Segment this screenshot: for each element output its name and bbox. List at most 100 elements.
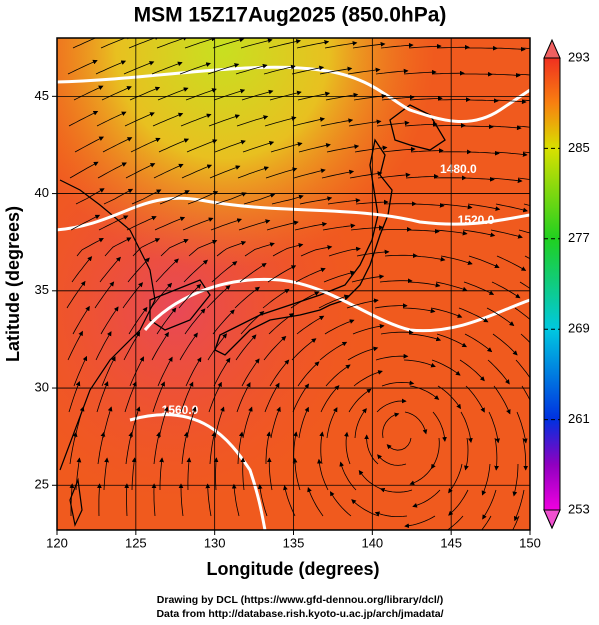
streamline: [214, 140, 246, 153]
streamline: [431, 359, 461, 376]
chart-title: MSM 15Z17Aug2025 (850.0hPa): [134, 4, 447, 27]
streamline: [405, 174, 439, 179]
streamline: [266, 220, 299, 231]
streamline: [265, 431, 271, 464]
streamline: [126, 216, 157, 231]
streamline: [300, 245, 333, 257]
streamline: [431, 70, 465, 76]
streamline: [379, 487, 413, 493]
streamline: [352, 323, 385, 335]
streamline: [448, 489, 469, 516]
streamline: [378, 227, 412, 232]
streamline: [432, 123, 466, 128]
streamline: [71, 256, 93, 283]
x-axis-label: Longitude (degrees): [206, 559, 379, 579]
colorbar-tick-label: 261: [568, 411, 590, 426]
streamline: [408, 333, 442, 342]
streamline: [521, 99, 530, 102]
streamline: [184, 308, 206, 335]
streamline: [266, 457, 273, 491]
streamline: [520, 333, 530, 344]
streamline: [72, 38, 104, 49]
streamline: [436, 333, 468, 348]
streamline: [240, 38, 273, 49]
streamline: [348, 119, 382, 127]
streamline: [127, 257, 150, 283]
streamline: [125, 431, 134, 465]
streamline: [319, 431, 325, 465]
streamline: [206, 285, 231, 309]
streamline: [272, 243, 304, 257]
streamline: [518, 229, 530, 234]
streamline: [437, 385, 461, 410]
streamline: [432, 411, 447, 442]
streamline: [523, 203, 530, 206]
colorbar: [543, 57, 561, 511]
y-tick-label: 25: [35, 477, 49, 492]
streamline: [181, 164, 213, 179]
contour-label: 1480.0: [440, 162, 477, 176]
streamline: [403, 359, 436, 368]
streamline: [487, 359, 510, 385]
streamline: [95, 60, 127, 75]
streamline: [150, 282, 173, 309]
streamline: [466, 98, 499, 104]
streamline: [151, 331, 169, 361]
streamline: [185, 357, 202, 387]
streamline: [324, 41, 358, 49]
streamline: [123, 61, 155, 75]
streamline: [348, 388, 372, 413]
streamline: [403, 69, 437, 75]
streamline: [99, 256, 121, 283]
streamline: [264, 116, 297, 127]
streamline: [408, 43, 442, 49]
streamline: [326, 144, 360, 153]
streamline: [103, 188, 134, 205]
streamline: [431, 437, 440, 470]
streamline: [180, 381, 194, 413]
streamline: [159, 457, 164, 490]
streamline: [181, 431, 189, 465]
y-tick-label: 45: [35, 88, 49, 103]
streamline: [237, 166, 269, 179]
streamline: [69, 483, 75, 516]
y-tick-label: 40: [35, 185, 49, 200]
streamline: [159, 190, 190, 205]
streamline: [269, 90, 302, 101]
streamline: [238, 219, 271, 231]
streamline: [153, 431, 161, 465]
streamline: [319, 341, 348, 361]
streamline: [382, 412, 400, 439]
streamline: [210, 218, 242, 231]
streamline: [207, 63, 240, 75]
coastline: [69, 477, 83, 527]
streamline: [241, 89, 274, 101]
streamline: [467, 203, 501, 211]
coastline: [389, 104, 446, 151]
streamline: [211, 261, 238, 283]
streamline: [216, 240, 247, 257]
streamline: [402, 307, 436, 314]
streamline: [466, 150, 500, 156]
streamline: [364, 434, 379, 465]
streamline: [75, 188, 105, 205]
streamline: [97, 431, 106, 465]
streamline: [236, 382, 251, 413]
streamline: [103, 457, 109, 491]
streamline: [94, 281, 115, 309]
streamline: [324, 319, 355, 335]
streamline: [158, 138, 190, 153]
streamline: [494, 437, 499, 471]
streamline: [152, 112, 184, 127]
streamline: [352, 41, 386, 49]
streamline: [72, 305, 90, 335]
streamline: [298, 143, 331, 153]
streamline: [354, 408, 367, 439]
streamline: [382, 146, 416, 153]
streamline: [492, 333, 518, 356]
streamline: [268, 313, 295, 335]
streamline: [95, 331, 112, 361]
streamline: [152, 381, 165, 413]
streamline: [350, 225, 384, 231]
streamline: [271, 194, 304, 205]
